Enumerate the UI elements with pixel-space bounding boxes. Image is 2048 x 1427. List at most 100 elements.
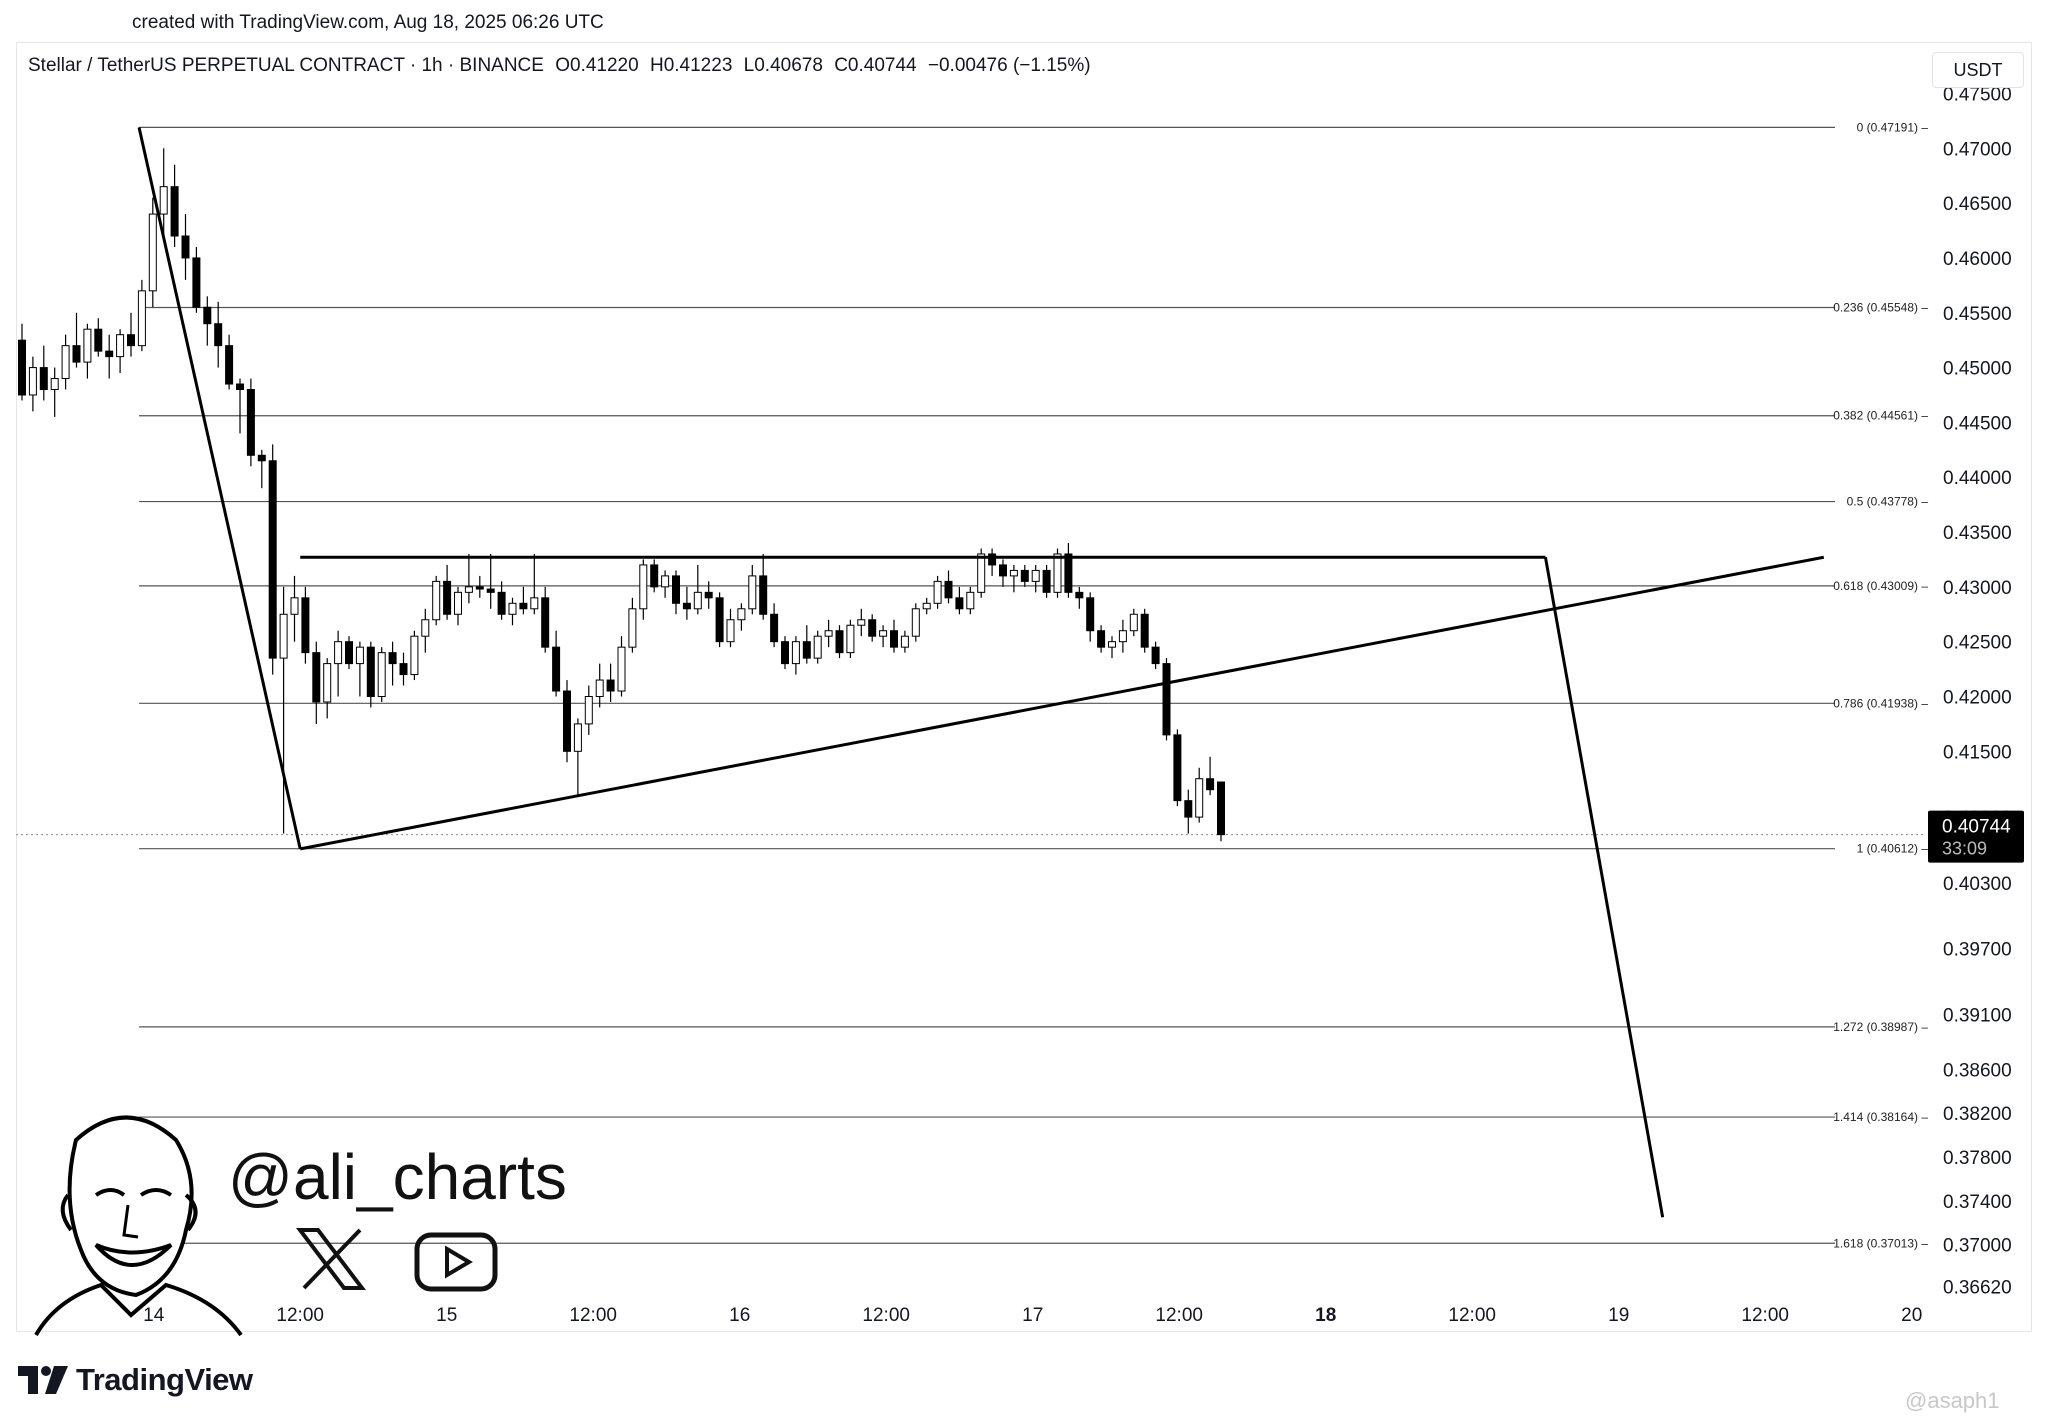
candle	[377, 647, 386, 702]
candle-body	[672, 575, 680, 604]
candle	[1140, 608, 1149, 653]
currency-button[interactable]: USDT	[1932, 52, 2024, 88]
candle	[1151, 641, 1160, 670]
candle	[290, 575, 299, 642]
candle-body	[824, 630, 833, 637]
candle	[421, 608, 430, 653]
candle	[105, 334, 114, 379]
candle	[257, 449, 266, 489]
candle	[366, 641, 375, 708]
candle	[1042, 564, 1051, 598]
price-tick-label: 0.36620	[1943, 1277, 2012, 1298]
candle-body	[1140, 613, 1149, 648]
candle-body	[857, 619, 866, 626]
candle	[682, 586, 691, 620]
candle	[846, 619, 855, 659]
youtube-icon[interactable]	[414, 1232, 498, 1292]
time-tick-label: 12:00	[1741, 1305, 1789, 1326]
candle-body	[323, 663, 332, 703]
candle-body	[388, 652, 397, 665]
candle-body	[1118, 630, 1127, 643]
candle-body	[748, 575, 757, 610]
time-tick-label: 19	[1608, 1305, 1629, 1326]
candle-body	[1031, 569, 1040, 582]
candle	[170, 164, 179, 247]
candle-body	[519, 602, 528, 610]
candle-body	[890, 630, 898, 648]
candle	[1009, 564, 1018, 593]
candle	[127, 312, 135, 357]
candle-body	[802, 641, 811, 659]
created-with-text: created with TradingView.com, Aug 18, 20…	[132, 12, 604, 33]
candle-body	[759, 575, 768, 615]
time-tick-label: 15	[436, 1305, 457, 1326]
candle	[443, 564, 452, 620]
time-tick-label: 12:00	[1155, 1305, 1203, 1326]
candle-body	[105, 350, 114, 358]
candle-body	[421, 619, 430, 637]
candle-body	[170, 186, 179, 237]
candle-body	[355, 646, 364, 665]
x-icon[interactable]	[296, 1228, 366, 1290]
candle-body	[1097, 630, 1106, 648]
candle	[879, 625, 888, 648]
candle	[464, 553, 473, 604]
candle-body	[530, 597, 539, 610]
candle-body	[137, 290, 146, 347]
candle-body	[1151, 646, 1160, 665]
candle-body	[617, 646, 626, 692]
symbol-name: Stellar / TetherUS PERPETUAL CONTRACT · …	[28, 55, 544, 76]
candle-body	[933, 580, 942, 604]
fib-label: 1 (0.40612) –	[1857, 842, 1929, 856]
candle-body	[159, 186, 168, 215]
candle-body	[1206, 778, 1215, 791]
candle	[563, 680, 571, 763]
tradingview-logo-icon	[18, 1366, 68, 1394]
candle	[824, 619, 833, 648]
price-tick-label: 0.45500	[1943, 304, 2012, 325]
time-tick-label: 12:00	[276, 1305, 324, 1326]
candle-body	[257, 454, 266, 462]
candle	[573, 718, 582, 796]
watermark: @asaph1	[1905, 1388, 2000, 1413]
price-axis: 0.47500 0.47000 0.46500 0.46000 0.45500 0.450…	[1928, 84, 2024, 1298]
candle	[225, 334, 234, 390]
candle	[715, 592, 724, 648]
candle-body	[94, 328, 103, 352]
candle	[148, 197, 157, 308]
price-tick-label: 0.42500	[1943, 633, 2012, 654]
candle	[345, 636, 353, 670]
candle	[355, 641, 364, 697]
candle	[650, 559, 659, 593]
candle	[1118, 619, 1127, 653]
candle	[39, 345, 48, 401]
candle	[1162, 658, 1171, 741]
candle	[268, 444, 277, 675]
symbol-legend: Stellar / TetherUS PERPETUAL CONTRACT · …	[28, 55, 1097, 77]
candle-body	[72, 345, 81, 363]
candle	[737, 603, 746, 631]
candle-body	[911, 608, 920, 637]
candle-body	[432, 580, 441, 621]
candle-body	[116, 334, 125, 358]
candle	[192, 246, 201, 313]
candle-body	[1108, 641, 1116, 648]
candle-body	[835, 630, 844, 654]
candle-body	[366, 646, 375, 698]
candle-body	[475, 586, 484, 590]
tradingview-brand[interactable]: TradingView	[18, 1362, 253, 1398]
candle-body	[737, 608, 746, 621]
candle	[475, 575, 484, 598]
candle	[704, 581, 713, 609]
time-tick-label: 14	[143, 1305, 165, 1326]
candle	[813, 630, 822, 664]
candle-body	[944, 580, 953, 599]
candle	[999, 559, 1007, 587]
time-tick-label: 16	[729, 1305, 750, 1326]
candle-body	[584, 696, 593, 725]
change-value: −0.00476 (−1.15%)	[927, 55, 1091, 76]
price-tick-label: 0.43500	[1943, 523, 2012, 544]
candle	[966, 586, 975, 615]
candle-body	[900, 635, 909, 648]
